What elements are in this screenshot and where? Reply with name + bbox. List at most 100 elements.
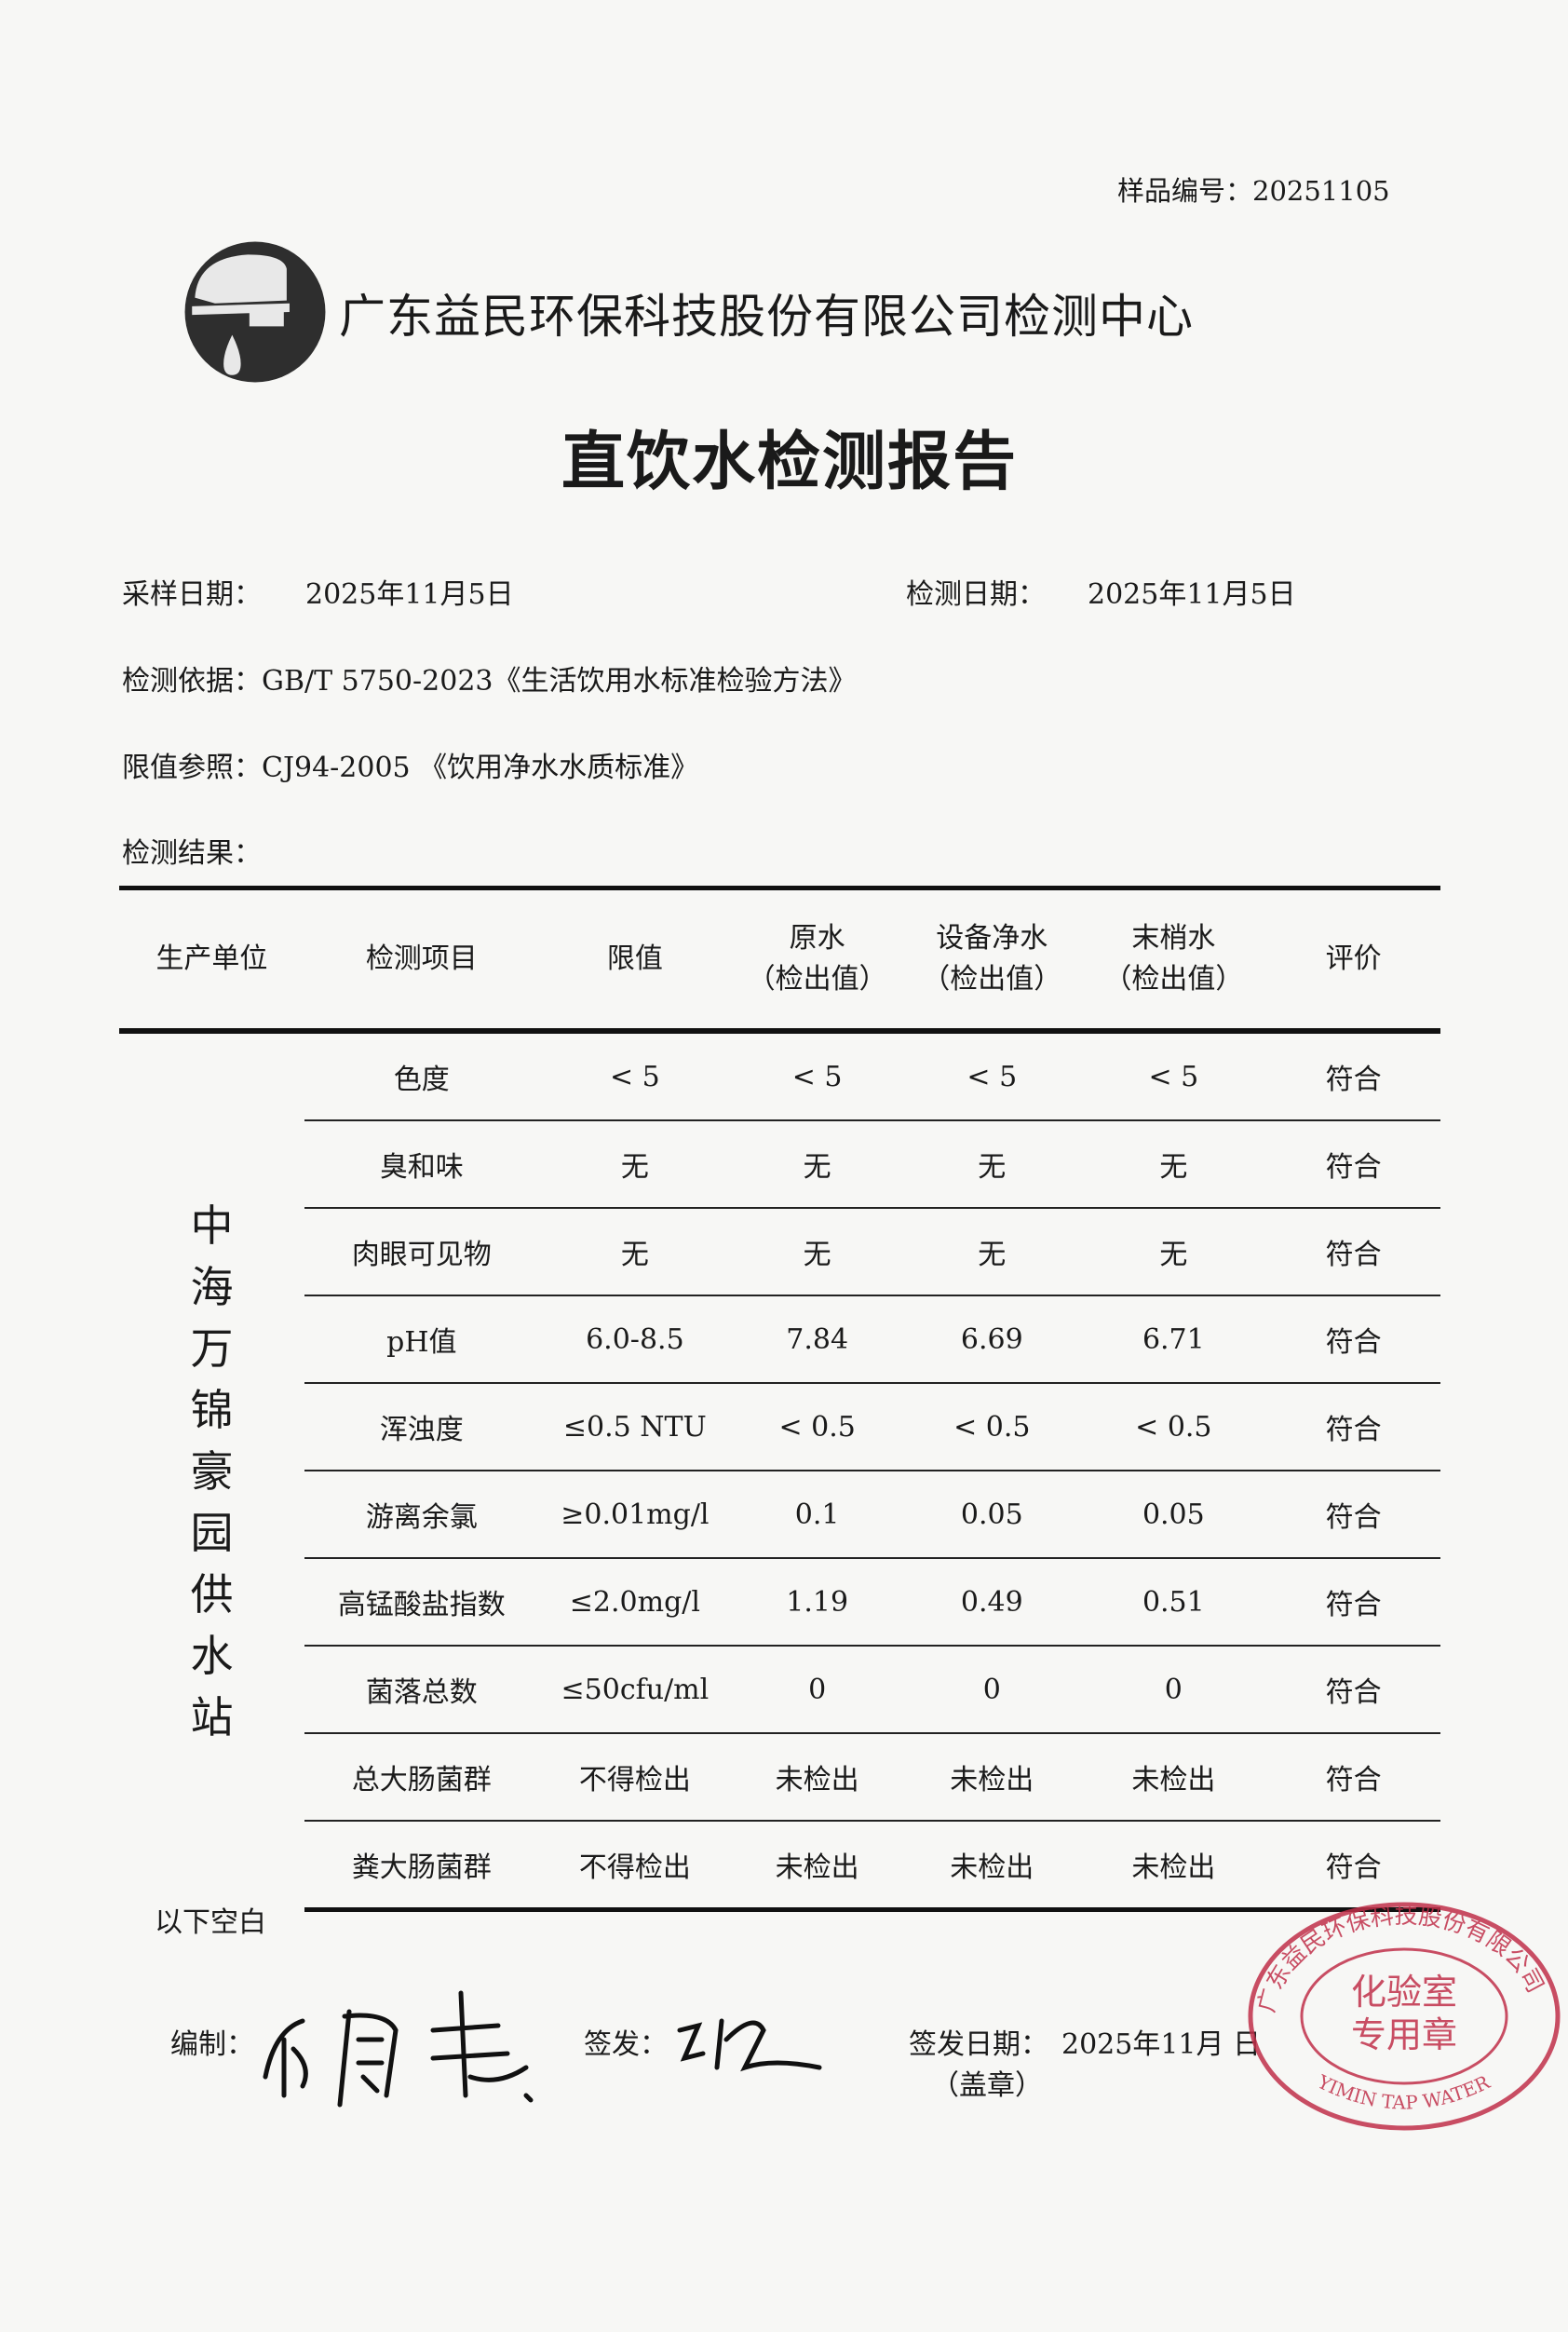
svg-text:YIMIN TAP WATER: YIMIN TAP WATER	[1314, 2070, 1494, 2114]
table-cell: 6.69	[903, 1295, 1081, 1384]
table-row: 粪大肠菌群 不得检出 未检出 未检出 未检出 符合	[119, 1821, 1440, 1912]
table-cell: 无	[731, 1208, 904, 1296]
table-cell: 6.71	[1080, 1295, 1267, 1384]
test-date-label: 检测日期：	[906, 578, 1046, 611]
table-cell: ≤0.5 NTU	[538, 1383, 732, 1471]
table-cell: 0.51	[1080, 1558, 1267, 1647]
table-cell: 未检出	[903, 1821, 1081, 1912]
table-cell: ≥0.01mg/l	[538, 1471, 732, 1559]
table-cell: 未检出	[1080, 1733, 1267, 1822]
table-cell: 0.49	[903, 1558, 1081, 1647]
table-cell: 无	[903, 1120, 1081, 1209]
test-date: 2025年11月5日	[1088, 578, 1296, 611]
issued-signature	[677, 2018, 822, 2072]
table-cell: 6.0-8.5	[538, 1295, 732, 1384]
table-cell: < 0.5	[1080, 1383, 1267, 1471]
sampling-date: 2025年11月5日	[305, 578, 514, 611]
results-label: 检测结果：	[122, 837, 262, 870]
table-cell: < 0.5	[731, 1383, 904, 1471]
table-cell: 无	[731, 1120, 904, 1209]
table-cell: ≤50cfu/ml	[538, 1646, 732, 1734]
table-cell: 菌落总数	[304, 1646, 539, 1734]
table-cell: 7.84	[731, 1295, 904, 1384]
table-row: pH值 6.0-8.5 7.84 6.69 6.71 符合	[119, 1295, 1440, 1384]
table-cell: 0	[1080, 1646, 1267, 1734]
table-cell: 0.05	[903, 1471, 1081, 1559]
table-cell: < 5	[1080, 1031, 1267, 1121]
table-cell: 0.1	[731, 1471, 904, 1559]
table-cell: 0.05	[1080, 1471, 1267, 1559]
table-cell: 符合	[1266, 1821, 1440, 1912]
table-row: 游离余氯 ≥0.01mg/l 0.1 0.05 0.05 符合	[119, 1471, 1440, 1559]
table-cell: 0	[903, 1646, 1081, 1734]
table-cell: 符合	[1266, 1295, 1440, 1384]
column-header: 设备净水 （检出值）	[903, 886, 1081, 1034]
issued-label: 签发：	[584, 2028, 668, 2061]
lab-seal-stamp: 广东益民环保科技股份有限公司 化验室 专用章 YIMIN TAP WATER	[1248, 1902, 1561, 2131]
table-cell: 不得检出	[538, 1821, 732, 1912]
table-cell: ≤2.0mg/l	[538, 1558, 732, 1647]
blank-note: 以下空白	[155, 1906, 266, 1939]
prepared-label: 编制：	[170, 2028, 254, 2061]
production-unit-name: 中海万锦豪园供水站	[190, 1200, 234, 1743]
table-header-row: 生产单位 检测项目 限值 原水 （检出值） 设备净水 （检出值） 末梢水 （检出值） 评价	[119, 886, 1440, 1034]
table-cell: 肉眼可见物	[304, 1208, 539, 1296]
table-cell: 符合	[1266, 1383, 1440, 1471]
table-cell: 未检出	[731, 1821, 904, 1912]
table-cell: 无	[1080, 1120, 1267, 1209]
column-header: 限值	[538, 886, 732, 1034]
table-cell: 高锰酸盐指数	[304, 1558, 539, 1647]
table-row: 浑浊度 ≤0.5 NTU < 0.5 < 0.5 < 0.5 符合	[119, 1383, 1440, 1471]
column-header: 检测项目	[304, 886, 539, 1034]
table-row: 臭和味无无无无符合	[119, 1120, 1440, 1209]
table-cell: 符合	[1266, 1208, 1440, 1296]
table-cell: 游离余氯	[304, 1471, 539, 1559]
table-cell: 无	[538, 1208, 732, 1296]
table-row: 菌落总数 ≤50cfu/ml 0 0 0 符合	[119, 1646, 1440, 1734]
table-cell: 符合	[1266, 1733, 1440, 1822]
issue-date: 2025年11月 日	[1061, 2028, 1262, 2061]
column-header: 生产单位	[119, 886, 304, 1034]
table-cell: < 5	[538, 1031, 732, 1121]
table-cell: 符合	[1266, 1031, 1440, 1121]
table-cell: 未检出	[1080, 1821, 1267, 1912]
table-cell: 0	[731, 1646, 904, 1734]
company-logo-icon	[184, 241, 326, 383]
column-header: 末梢水 （检出值）	[1080, 886, 1267, 1034]
table-cell: 1.19	[731, 1558, 904, 1647]
svg-text:专用章: 专用章	[1351, 2014, 1457, 2055]
table-cell: 无	[903, 1208, 1081, 1296]
report-title: 直饮水检测报告	[561, 426, 1019, 499]
column-header: 评价	[1266, 886, 1440, 1034]
table-cell: 符合	[1266, 1120, 1440, 1209]
company-name: 广东益民环保科技股份有限公司检测中心	[339, 290, 1194, 344]
table-cell: 符合	[1266, 1471, 1440, 1559]
table-cell: < 5	[903, 1031, 1081, 1121]
table-row: 总大肠菌群 不得检出 未检出 未检出 未检出 符合	[119, 1733, 1440, 1822]
table-row: 中海万锦豪园供水站 色度 < 5 < 5 < 5 < 5 符合	[119, 1031, 1440, 1742]
table-cell: 臭和味	[304, 1120, 539, 1209]
svg-text:化验室: 化验室	[1351, 1972, 1457, 2013]
table-cell: 符合	[1266, 1558, 1440, 1647]
table-cell: 粪大肠菌群	[304, 1821, 539, 1912]
table-cell: 未检出	[903, 1733, 1081, 1822]
table-cell: 无	[538, 1120, 732, 1209]
table-cell: 色度	[304, 1031, 539, 1121]
table-cell: 不得检出	[538, 1733, 732, 1822]
seal-note: （盖章）	[931, 2069, 1043, 2102]
table-cell: < 5	[731, 1031, 904, 1121]
sampling-date-label: 采样日期：	[122, 578, 262, 611]
table-row: 高锰酸盐指数 ≤2.0mg/l 1.19 0.49 0.51 符合	[119, 1558, 1440, 1647]
table-row: 肉眼可见物无无无无符合	[119, 1208, 1440, 1296]
table-cell: pH值	[304, 1295, 539, 1384]
table-cell: 浑浊度	[304, 1383, 539, 1471]
column-header: 原水 （检出值）	[731, 886, 904, 1034]
sample-number: 样品编号：20251105	[1117, 175, 1390, 207]
production-unit: 中海万锦豪园供水站	[119, 1031, 304, 1910]
table-cell: 符合	[1266, 1646, 1440, 1734]
table-cell: < 0.5	[903, 1383, 1081, 1471]
results-table: 生产单位 检测项目 限值 原水 （检出值） 设备净水 （检出值） 末梢水 （检出值） 评价 …	[119, 886, 1440, 1912]
prepared-signature	[263, 1990, 534, 2108]
issue-date-label: 签发日期：	[909, 2028, 1048, 2061]
limit-reference: 限值参照：CJ94-2005 《饮用净水水质标准》	[122, 752, 699, 784]
